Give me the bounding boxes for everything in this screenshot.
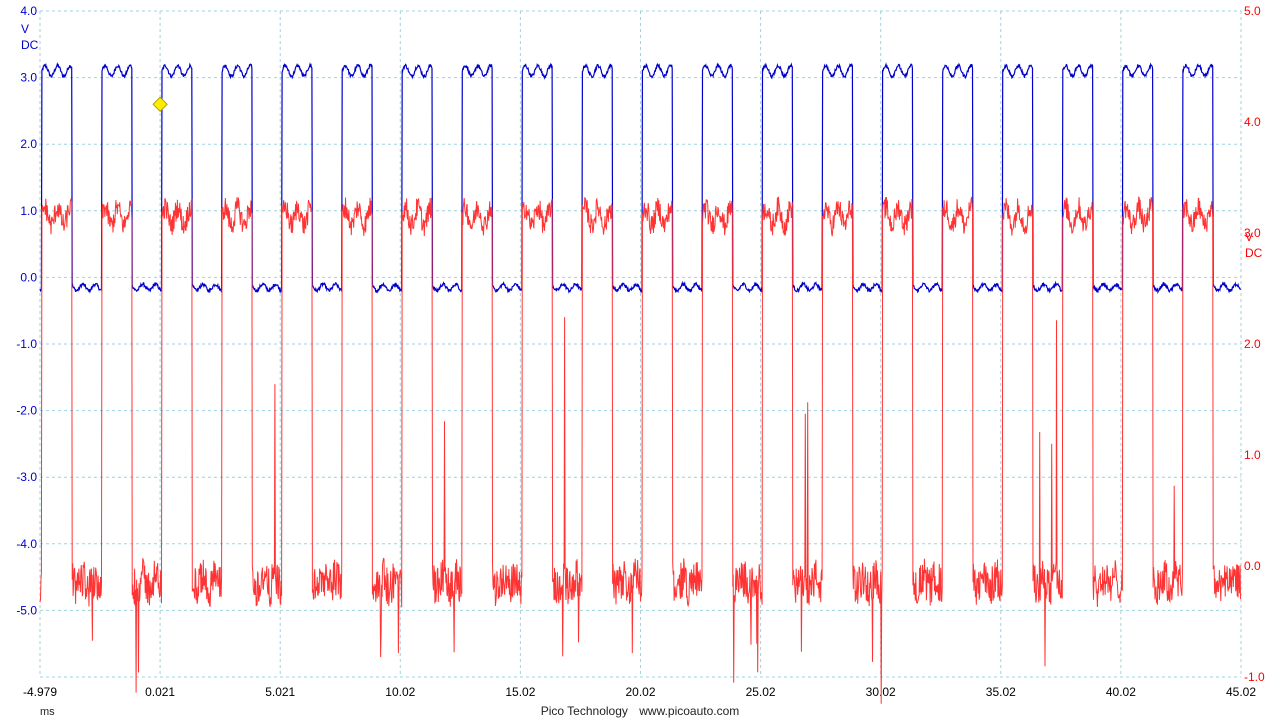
footer-site[interactable]: www.picoauto.com xyxy=(639,704,740,718)
left-tick-label: 1.0 xyxy=(20,204,37,218)
left-tick-label: -2.0 xyxy=(16,404,37,418)
trace-line xyxy=(39,61,1242,295)
x-tick-label: 15.02 xyxy=(505,685,535,699)
left-tick-label: -5.0 xyxy=(16,603,37,617)
markers xyxy=(152,96,168,112)
right-tick-label: 5.0 xyxy=(1244,4,1261,18)
x-axis-ticks: -4.979 0.021 5.021 10.02 15.02 20.02 25.02 30.0… xyxy=(23,685,1256,699)
x-tick-label: 20.02 xyxy=(625,685,655,699)
left-tick-label: 2.0 xyxy=(20,137,37,151)
axis-units: V DC V DC xyxy=(21,22,1263,260)
right-tick-label: 4.0 xyxy=(1244,115,1261,129)
left-axis-ticks: 4.0 3.0 2.0 1.0 0.0 -1.0 -2.0 -3.0 -4.0 -5.0 xyxy=(16,4,37,617)
right-tick-label: 2.0 xyxy=(1244,337,1261,351)
left-tick-label: 4.0 xyxy=(20,4,37,18)
x-tick-label: 40.02 xyxy=(1106,685,1136,699)
right-axis-unit: DC xyxy=(1245,246,1263,260)
right-tick-label: -1.0 xyxy=(1244,670,1265,684)
x-tick-label: -4.979 xyxy=(23,685,57,699)
right-tick-label: 0.0 xyxy=(1244,559,1261,573)
x-axis-unit: ms xyxy=(40,706,55,718)
x-tick-label: 5.021 xyxy=(265,685,295,699)
x-tick-label: 35.02 xyxy=(986,685,1016,699)
x-tick-label: 25.02 xyxy=(746,685,776,699)
x-tick-label: 10.02 xyxy=(385,685,415,699)
left-tick-label: 3.0 xyxy=(20,71,37,85)
right-axis-ticks: 5.0 4.0 3.0 2.0 1.0 0.0 -1.0 xyxy=(1244,4,1265,684)
footer-brand: Pico Technology xyxy=(540,704,628,718)
traces xyxy=(39,61,1242,704)
right-tick-label: 1.0 xyxy=(1244,448,1261,462)
left-tick-label: -3.0 xyxy=(16,470,37,484)
grid xyxy=(39,10,1242,678)
left-tick-label: -1.0 xyxy=(16,337,37,351)
right-tick-label: 3.0 xyxy=(1244,226,1261,240)
right-axis-unit: V xyxy=(1245,230,1253,244)
footer: Pico Technology www.picoauto.com xyxy=(0,704,1280,718)
x-tick-label: 45.02 xyxy=(1226,685,1256,699)
left-tick-label: -4.0 xyxy=(16,537,37,551)
left-axis-unit: V xyxy=(21,22,29,36)
left-tick-label: 0.0 xyxy=(20,270,37,284)
left-axis-unit: DC xyxy=(21,38,39,52)
trigger-marker xyxy=(152,96,168,112)
x-tick-label: 0.021 xyxy=(145,685,175,699)
trace-line xyxy=(39,196,1241,704)
